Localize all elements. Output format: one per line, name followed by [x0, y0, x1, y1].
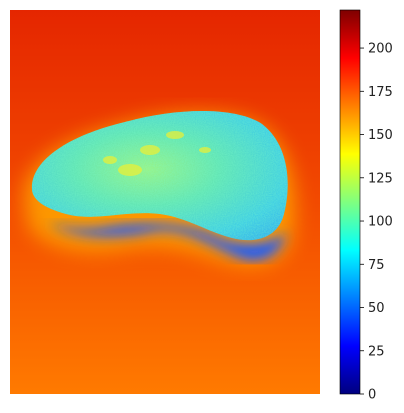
object-shadow — [48, 222, 286, 261]
colorbar-tick-label: 100 — [368, 215, 393, 230]
colorbar-tick-label: 50 — [368, 301, 385, 316]
heatmap-image — [10, 10, 320, 394]
colorbar-tick-label: 0 — [368, 388, 376, 403]
colorbar-tick-label: 125 — [368, 171, 393, 186]
colorbar-tick-label: 175 — [368, 85, 393, 100]
colorbar-tick-label: 150 — [368, 128, 393, 143]
colorbar — [340, 10, 360, 394]
colorbar-frame — [339, 9, 361, 395]
object-speckles — [103, 131, 211, 176]
colorbar-tick-label: 25 — [368, 344, 385, 359]
object-texture — [31, 111, 288, 241]
colorbar-tick-label: 200 — [368, 42, 393, 57]
colorbar-tick-label: 75 — [368, 258, 385, 273]
colorbar-ticks: 0 25 50 75 100 125 150 175 200 — [360, 42, 393, 403]
